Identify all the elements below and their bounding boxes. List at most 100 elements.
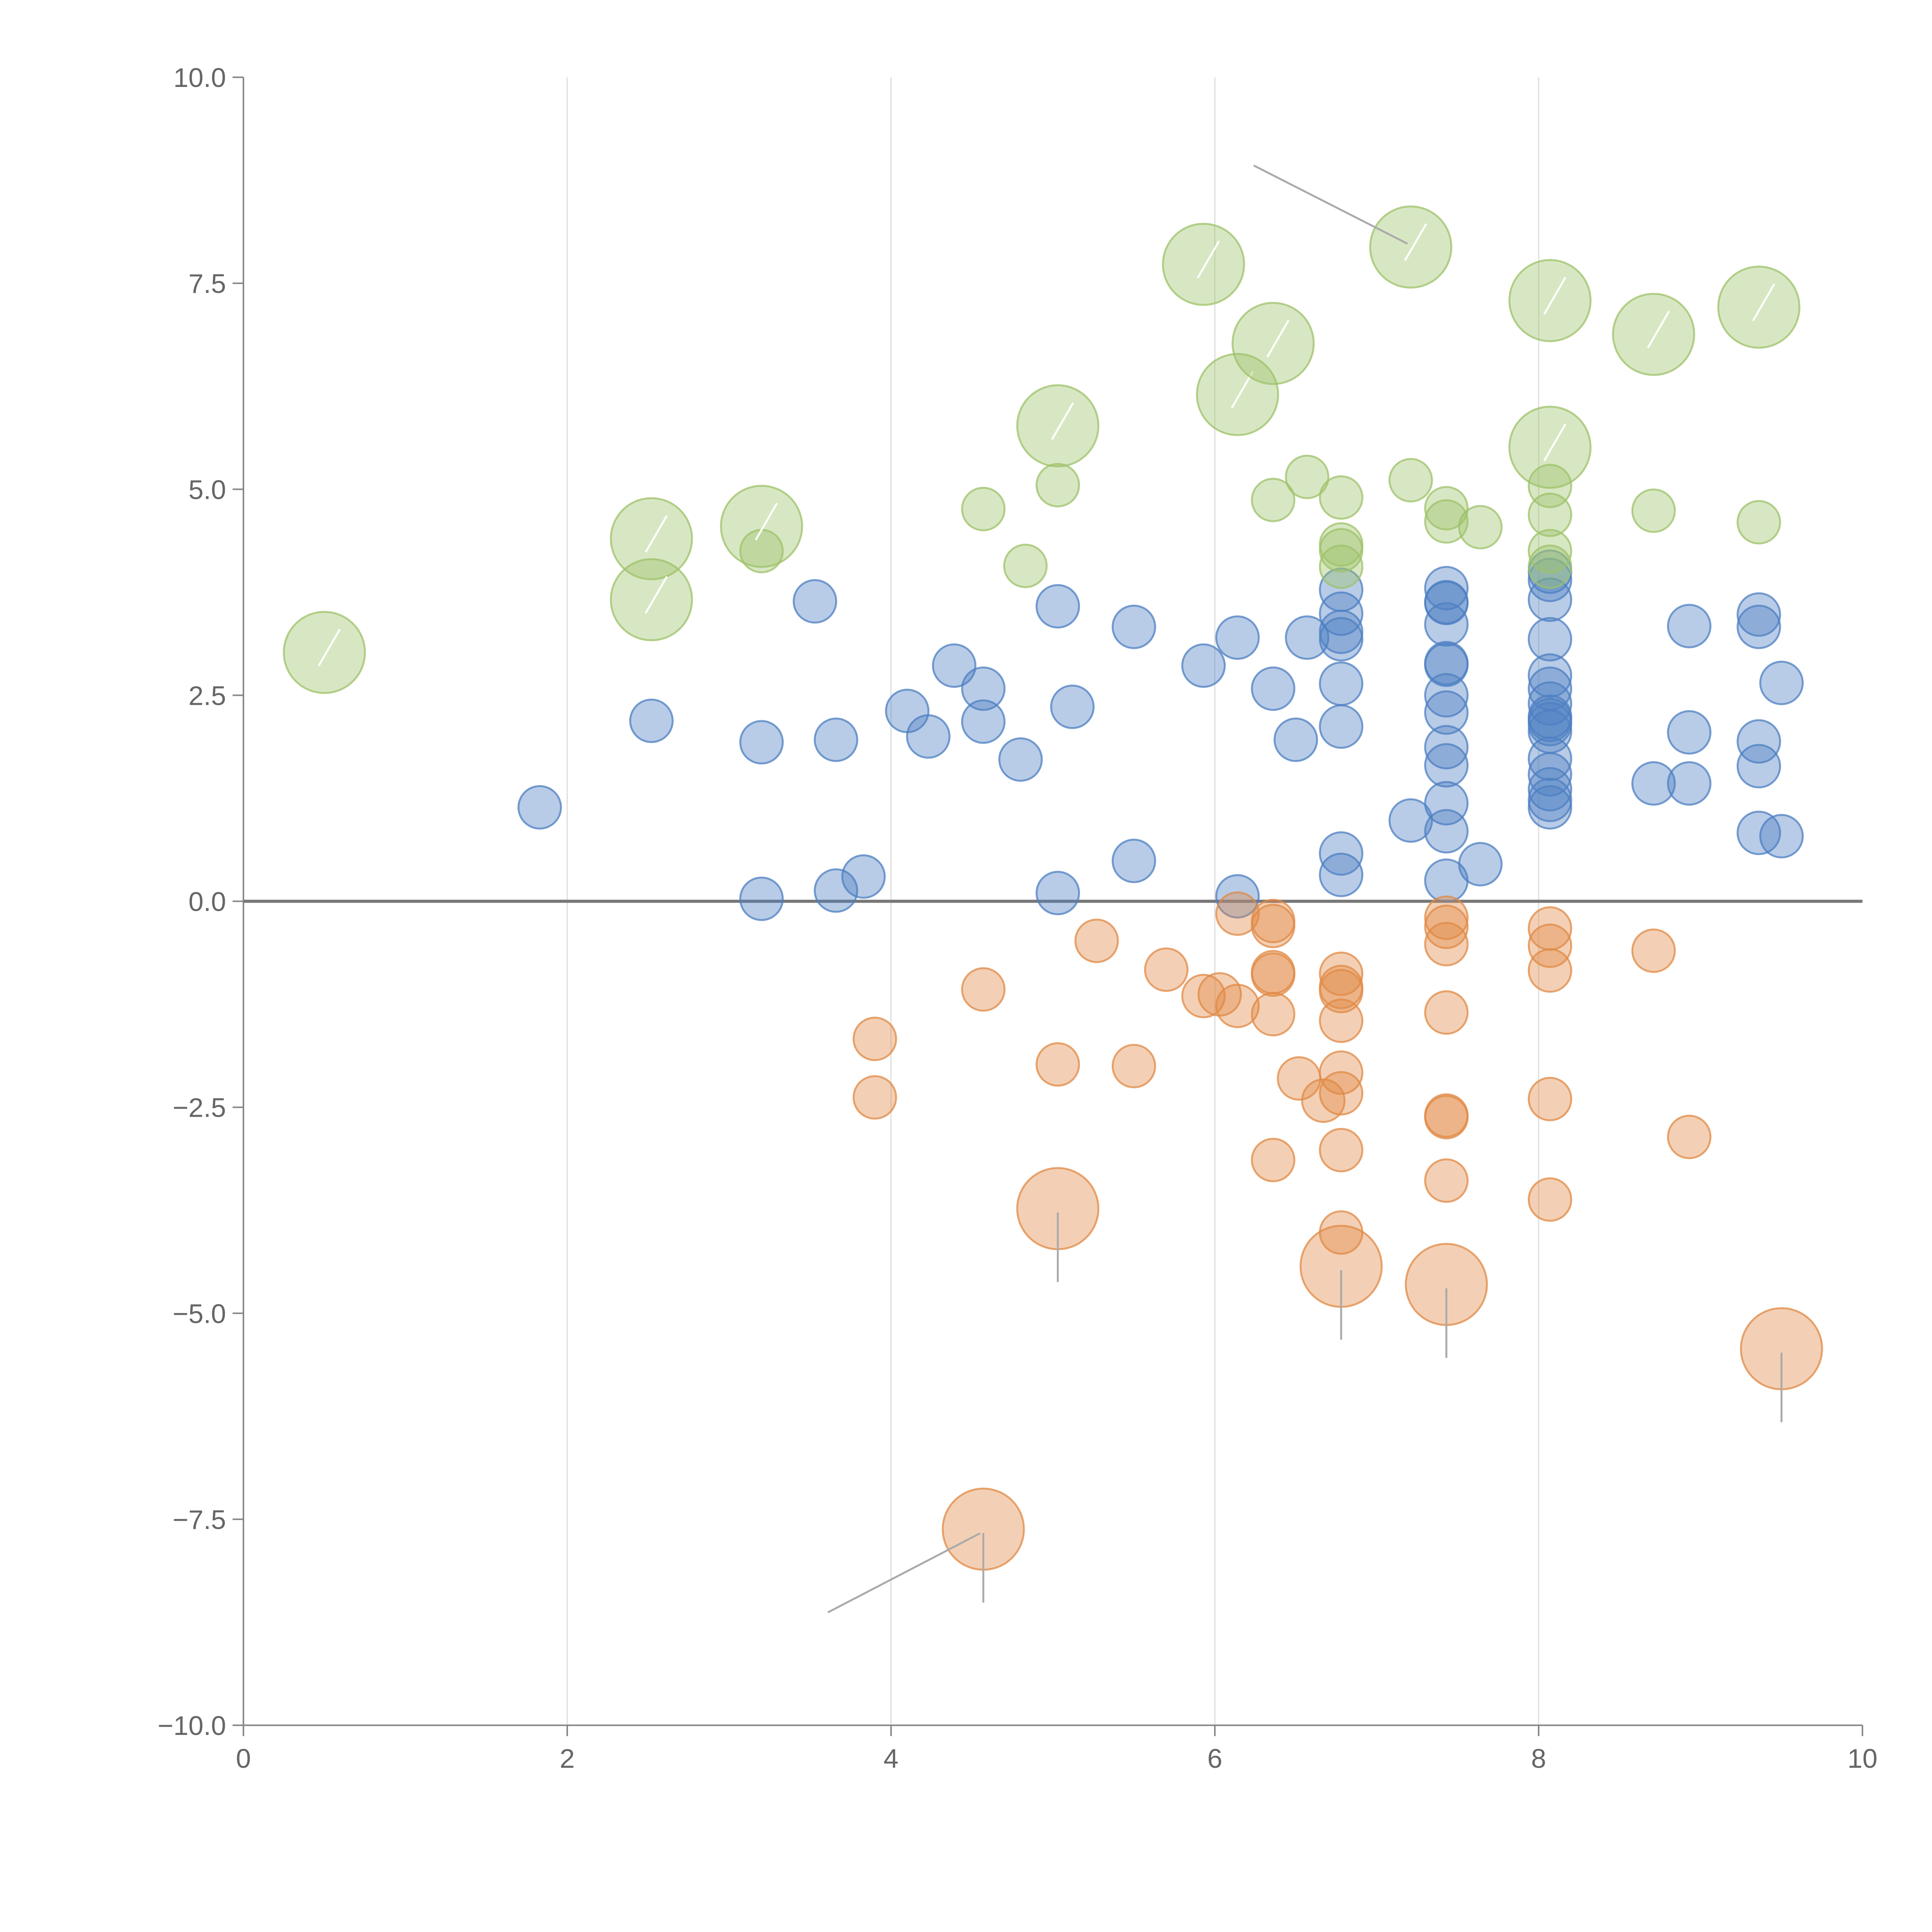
blue-point — [1319, 704, 1364, 749]
orange-point — [1251, 992, 1296, 1037]
annotation-leader-line — [1647, 311, 1670, 349]
annotation-leader-line — [645, 576, 668, 614]
blue-point — [1527, 577, 1572, 622]
green-point — [1527, 544, 1572, 589]
orange-point — [852, 1075, 897, 1120]
annotation-leader-line — [318, 629, 341, 667]
x-tick-label: 2 — [560, 1743, 575, 1774]
blue-point — [1527, 617, 1572, 662]
green-annotated-point — [610, 497, 693, 580]
blue-point — [1285, 615, 1330, 660]
blue-point — [1424, 566, 1469, 611]
blue-point — [1759, 814, 1804, 859]
blue-point — [1736, 604, 1781, 649]
blue-point — [1424, 642, 1469, 687]
blue-point — [1424, 725, 1469, 770]
green-point — [1003, 544, 1048, 588]
blue-point — [1667, 710, 1712, 755]
annotation-leader-line — [1266, 320, 1290, 358]
green-point — [1251, 478, 1296, 522]
orange-point — [1251, 952, 1296, 997]
orange-point — [1424, 905, 1469, 949]
blue-point — [961, 699, 1006, 744]
green-annotated-point — [1231, 302, 1315, 385]
blue-point — [1388, 798, 1433, 843]
blue-point — [793, 579, 837, 624]
green-annotated-point — [1508, 405, 1592, 489]
green-point — [1319, 544, 1364, 589]
green-point — [1424, 486, 1469, 531]
blue-point — [1036, 584, 1080, 629]
blue-point — [1736, 744, 1781, 789]
y-tick-label: −2.5 — [173, 1093, 226, 1123]
green-point — [1736, 500, 1781, 545]
green-annotated-point — [610, 558, 693, 641]
orange-point — [961, 967, 1006, 1012]
orange-point — [1301, 1078, 1346, 1123]
y-tick-label: 0.0 — [189, 887, 226, 917]
green-point — [1631, 488, 1676, 533]
blue-point — [1736, 811, 1781, 855]
orange-point — [1424, 990, 1469, 1035]
blue-point — [1274, 718, 1318, 762]
blue-point — [1631, 761, 1676, 806]
x-tick-label: 0 — [236, 1743, 251, 1774]
annotation-leader-line — [827, 1532, 981, 1614]
y-tick-label: −10.0 — [158, 1711, 226, 1741]
orange-point — [1215, 983, 1260, 1028]
blue-point — [1759, 660, 1804, 705]
blue-point — [1527, 767, 1572, 811]
blue-point — [932, 643, 976, 688]
x-tick-label: 4 — [884, 1743, 899, 1774]
x-tick-label: 10 — [1847, 1743, 1878, 1774]
blue-point — [1667, 761, 1712, 806]
orange-point — [1527, 923, 1572, 968]
blue-point — [629, 698, 674, 743]
green-annotated-point — [720, 485, 803, 568]
blue-point — [814, 718, 859, 762]
annotation-leader-line — [1197, 240, 1220, 279]
orange-point — [1251, 903, 1296, 948]
annotations — [283, 164, 1823, 1614]
annotation-leader-line — [645, 515, 668, 553]
green-point — [1388, 458, 1433, 503]
blue-point — [1458, 842, 1503, 887]
green-point — [1527, 529, 1572, 573]
orange-point — [1144, 947, 1189, 992]
green-annotated-point — [1196, 353, 1279, 436]
green-annotated-point — [1369, 205, 1452, 289]
blue-point — [814, 868, 859, 913]
blue-point — [1319, 662, 1364, 706]
green-annotated-point — [1016, 384, 1100, 468]
orange-point — [1215, 891, 1260, 936]
green-annotated-point — [1508, 259, 1592, 342]
blue-point — [1319, 852, 1364, 897]
orange-point — [1319, 1071, 1364, 1116]
orange-point — [1424, 895, 1469, 940]
blue-point — [1527, 785, 1572, 830]
x-tick-label: 8 — [1531, 1743, 1546, 1774]
annotation-leader-line — [1543, 423, 1566, 461]
orange-point — [1074, 918, 1119, 963]
blue-point — [998, 737, 1043, 782]
orange-point — [1319, 1128, 1364, 1173]
green-point — [1319, 475, 1364, 520]
orange-point — [1319, 998, 1364, 1043]
blue-point — [1181, 643, 1226, 688]
orange-point — [1036, 1042, 1080, 1087]
blue-point — [1424, 673, 1469, 718]
green-point — [1424, 499, 1469, 544]
green-point — [1319, 528, 1364, 573]
blue-point — [739, 876, 784, 921]
blue-point — [1215, 615, 1260, 660]
blue-point — [1215, 874, 1260, 919]
orange-point — [1319, 951, 1364, 996]
green-point — [961, 486, 1006, 531]
orange-point — [1112, 1044, 1156, 1088]
y-tick-label: 7.5 — [189, 269, 226, 299]
blue-point — [1112, 604, 1156, 649]
blue-point — [1736, 592, 1781, 637]
orange-point — [1424, 1158, 1469, 1203]
